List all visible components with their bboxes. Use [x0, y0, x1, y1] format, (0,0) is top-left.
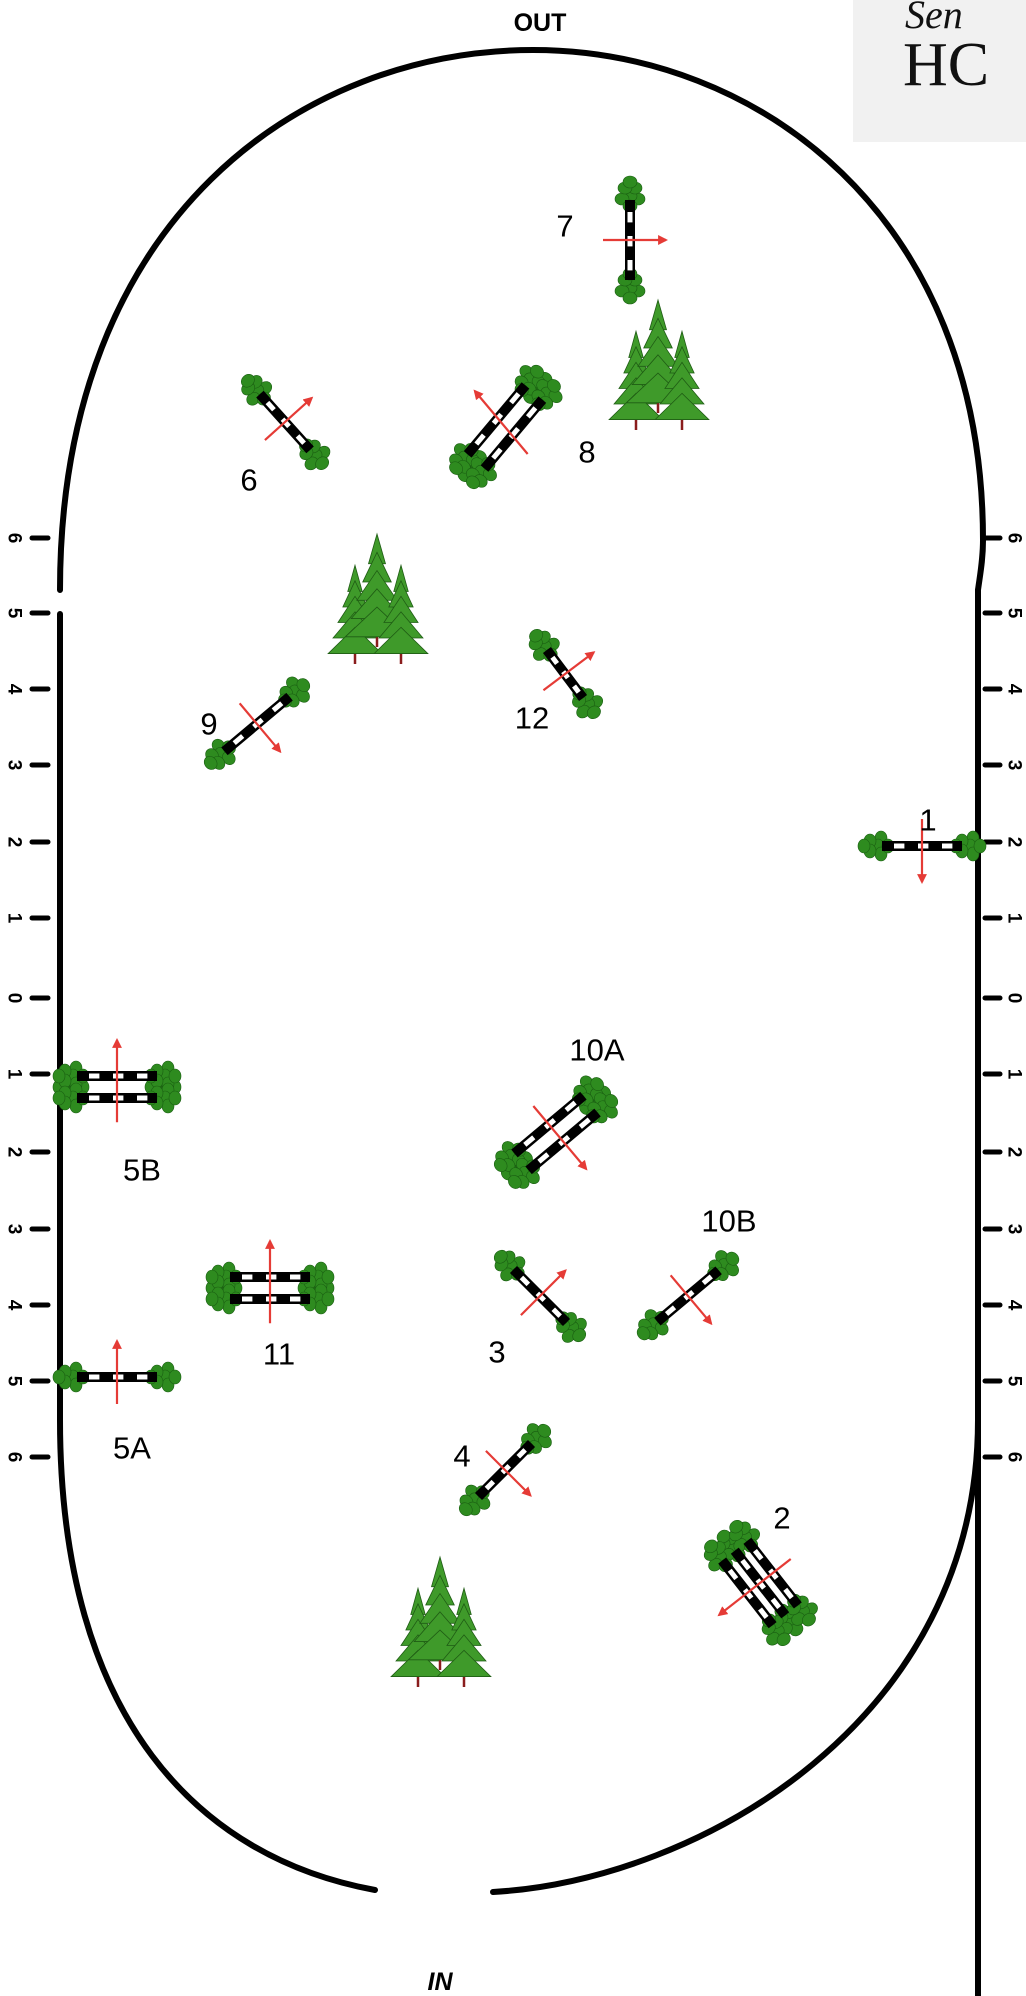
arena-fence-north: [57, 46, 987, 593]
ruler-left-label: 5: [4, 608, 25, 619]
tree-group-north: [608, 298, 710, 430]
jump-3: 3: [488, 1249, 587, 1370]
ruler-right-label: 6: [1004, 533, 1025, 544]
tree-icon: [436, 1586, 492, 1687]
ruler-right-label: 4: [1004, 684, 1025, 695]
in-gate-label: IN: [428, 1968, 454, 1996]
ruler-right-label: 2: [1004, 837, 1025, 848]
ruler-left-label: 4: [4, 684, 25, 695]
ruler-right-label: 1: [1004, 1069, 1025, 1080]
direction-arrow: [542, 651, 596, 692]
ruler-right-label: 0: [1004, 993, 1025, 1004]
ruler-left-label: 5: [4, 1376, 25, 1387]
jump-number-label: 8: [578, 435, 595, 470]
jump-4: 4: [453, 1423, 552, 1517]
direction-arrow: [264, 396, 314, 441]
jump-5b: 5B: [52, 1038, 182, 1188]
ruler-left-label: 0: [4, 993, 25, 1004]
jump-1: 1: [857, 803, 987, 884]
jump-number-label: 3: [488, 1335, 505, 1370]
shrub-icon: [466, 457, 497, 490]
jump-number-label: 2: [773, 1501, 790, 1536]
jump-2: 2: [703, 1501, 818, 1647]
tree-group-center: [327, 532, 429, 664]
direction-arrow: [669, 1274, 713, 1326]
ruler-left: 6 5 4 3 2 1 0 1 2 3 4 5 6: [4, 533, 51, 1463]
ruler-left-label: 6: [4, 1452, 25, 1463]
direction-arrow: [520, 1269, 567, 1316]
ruler-left-label: 3: [4, 760, 25, 771]
direction-arrow: [485, 1450, 532, 1497]
jump-12: 12: [515, 628, 604, 736]
jump-5a: 5A: [52, 1339, 182, 1466]
out-gate-label: OUT: [514, 9, 567, 37]
logo-letters: HC: [903, 31, 989, 99]
direction-arrow: [238, 702, 282, 754]
jump-8: 8: [449, 364, 596, 490]
ruler-left-label: 4: [4, 1300, 25, 1311]
ruler-left-label: 1: [4, 1069, 25, 1080]
direction-arrow: [532, 1105, 588, 1171]
jump-number-label: 1: [919, 803, 936, 838]
ruler-right: 6 5 4 3 2 1 0 1 2 3 4 5 6: [982, 533, 1025, 1463]
jump-number-label: 5B: [123, 1153, 161, 1188]
jump-number-label: 10A: [569, 1033, 624, 1068]
jump-number-label: 5A: [113, 1431, 151, 1466]
ruler-right-label: 6: [1004, 1452, 1025, 1463]
tree-groups: [327, 298, 710, 1687]
jump-number-label: 10B: [701, 1204, 756, 1239]
jump-number-label: 4: [453, 1439, 470, 1474]
ruler-right-label: 2: [1004, 1147, 1025, 1158]
jump-6: 6: [240, 373, 331, 498]
tree-icon: [654, 329, 710, 430]
ruler-left-label: 3: [4, 1224, 25, 1235]
jump-9: 9: [200, 676, 311, 770]
logo: Sen HC: [853, 0, 1026, 142]
jump-number-label: 6: [240, 463, 257, 498]
jump-number-label: 9: [200, 707, 217, 742]
logo-background: [853, 0, 1026, 142]
arena-outline: [57, 46, 987, 1996]
logo-script: Sen: [905, 0, 963, 37]
jump-number-label: 7: [556, 209, 573, 244]
ruler-right-label: 4: [1004, 1300, 1025, 1311]
jump-number-label: 12: [515, 701, 549, 736]
ruler-right-label: 5: [1004, 608, 1025, 619]
jump-11: 11: [205, 1239, 335, 1372]
ruler-left-label: 2: [4, 837, 25, 848]
jump-10a: 10A: [493, 1033, 625, 1189]
ruler-right-label: 5: [1004, 1376, 1025, 1387]
jump-10b: 10B: [636, 1204, 757, 1341]
ruler-right-label: 1: [1004, 913, 1025, 924]
ruler-right-label: 3: [1004, 1224, 1025, 1235]
ruler-left-label: 2: [4, 1147, 25, 1158]
tree-group-south: [390, 1555, 492, 1687]
jump-number-label: 11: [263, 1337, 295, 1372]
shrub-icon: [297, 1283, 335, 1315]
arena-fence-south: [57, 1409, 981, 1895]
direction-arrow: [717, 1558, 792, 1617]
ruler-left-label: 1: [4, 913, 25, 924]
tree-icon: [373, 563, 429, 664]
ruler-left-label: 6: [4, 533, 25, 544]
direction-arrow: [473, 389, 529, 455]
jump-7: 7: [556, 175, 668, 305]
ruler-right-label: 3: [1004, 760, 1025, 771]
